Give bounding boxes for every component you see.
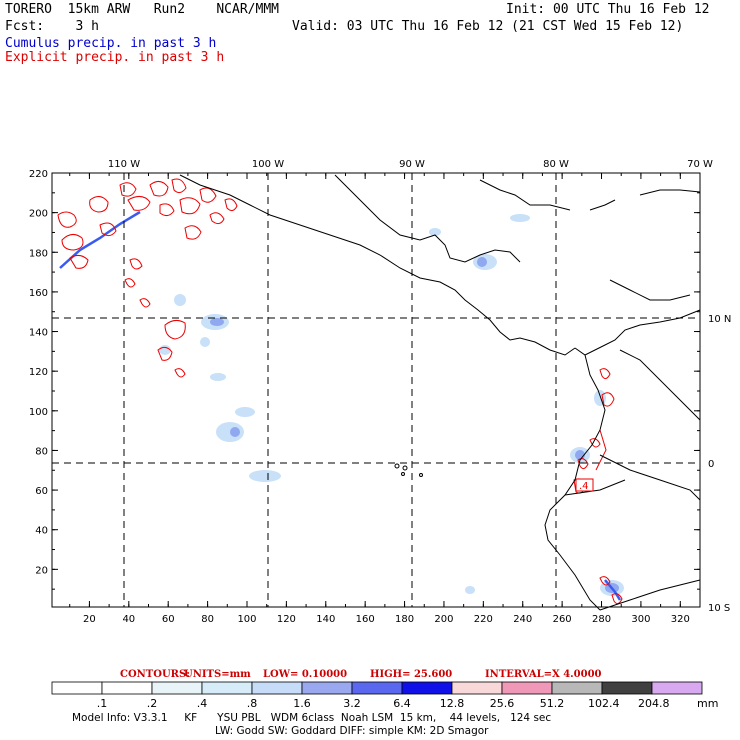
max-value-label: .4 (579, 481, 589, 492)
lon-label: 70 W (687, 159, 713, 170)
cumulus-precip-shading (159, 214, 624, 596)
x-tick-label: 180 (395, 614, 414, 625)
model-info: Model Info: V3.3.1 KF YSU PBL WDM 6class… (72, 712, 552, 724)
legend-swatch (651, 681, 703, 695)
x-tick-label: 100 (237, 614, 256, 625)
legend-unit: mm (697, 697, 719, 710)
legend-swatch (101, 681, 153, 695)
legend-value: 3.2 (343, 697, 361, 710)
y-tick-label: 100 (29, 407, 48, 418)
field-cumulus-title: Cumulus precip. in past 3 h (5, 36, 217, 51)
org-label: NCAR/MMM (216, 2, 279, 17)
run-label: Run2 (153, 2, 186, 17)
init-time: Init: 00 UTC Thu 16 Feb 12 (506, 2, 710, 17)
x-tick-label: 200 (434, 614, 453, 625)
y-tick-label: 40 (35, 526, 48, 537)
legend-value: .2 (146, 697, 158, 710)
fcst-value: 3 h (75, 19, 99, 34)
color-legend (51, 681, 703, 695)
lon-label: 110 W (108, 159, 140, 170)
legend-value: 1.6 (293, 697, 311, 710)
y-tick-label: 20 (35, 565, 48, 576)
lat-label: 0 (708, 459, 714, 470)
cumulus-precip-mid (210, 257, 619, 593)
x-tick-label: 140 (316, 614, 335, 625)
map-frame (51, 172, 701, 608)
x-tick-label: 40 (122, 614, 135, 625)
lon-label: 100 W (252, 159, 284, 170)
legend-value: .8 (246, 697, 258, 710)
x-tick-label: 240 (513, 614, 532, 625)
legend-swatch (601, 681, 653, 695)
legend-value: 25.6 (489, 697, 515, 710)
lat-label: 10 N (708, 314, 731, 325)
fcst-label: Fcst: (5, 19, 45, 34)
legend-swatch (51, 681, 103, 695)
contours-units: UNITS=mm (184, 669, 251, 680)
legend-swatch (251, 681, 303, 695)
contours-high: HIGH= 25.600 (370, 669, 453, 680)
forecast-hour: Fcst: 3 h (5, 20, 99, 34)
model-name: TORERO 15km ARW Run2 NCAR/MMM (5, 3, 279, 17)
resolution-label: 15km ARW (67, 2, 131, 17)
legend-value: 51.2 (539, 697, 565, 710)
y-tick-label: 140 (29, 328, 48, 339)
axis-tick-labels: 20 40 60 80 100 120 140 160 180 200 220 240 260 280 30… (29, 159, 731, 625)
coastlines (179, 174, 701, 611)
legend-swatch (351, 681, 403, 695)
legend-value: 6.4 (393, 697, 411, 710)
model-physics: LW: Godd SW: Goddard DIFF: simple KM: 2D… (215, 725, 489, 737)
legend-swatch (451, 681, 503, 695)
legend-swatch (201, 681, 253, 695)
legend-swatch (551, 681, 603, 695)
latlon-grid (52, 173, 700, 607)
axis-ticks (52, 172, 701, 607)
x-tick-label: 260 (553, 614, 572, 625)
legend-value: 204.8 (638, 697, 670, 710)
legend-value: 12.8 (439, 697, 465, 710)
x-tick-label: 60 (162, 614, 175, 625)
cumulus-precip-dark (59, 210, 622, 601)
lat-label: 10 S (708, 603, 730, 614)
x-tick-label: 120 (277, 614, 296, 625)
contours-interval: INTERVAL=X 4.0000 (485, 669, 602, 680)
y-tick-label: 220 (29, 169, 48, 180)
lon-label: 80 W (543, 159, 569, 170)
explicit-precip-contours (57, 178, 623, 605)
y-tick-label: 80 (35, 446, 48, 457)
x-tick-label: 80 (201, 614, 214, 625)
y-tick-label: 180 (29, 248, 48, 259)
legend-value: .1 (96, 697, 108, 710)
legend-swatch (501, 681, 553, 695)
y-tick-label: 160 (29, 288, 48, 299)
legend-value: 102.4 (588, 697, 620, 710)
x-tick-label: 280 (592, 614, 611, 625)
y-tick-label: 120 (29, 367, 48, 378)
legend-swatch (301, 681, 353, 695)
y-tick-label: 60 (35, 486, 48, 497)
y-tick-label: 200 (29, 209, 48, 220)
x-tick-label: 160 (356, 614, 375, 625)
x-tick-label: 320 (671, 614, 690, 625)
x-tick-label: 20 (83, 614, 96, 625)
legend-value: .4 (196, 697, 208, 710)
contours-low: LOW= 0.10000 (263, 669, 348, 680)
legend-swatch (401, 681, 453, 695)
valid-time: Valid: 03 UTC Thu 16 Feb 12 (21 CST Wed … (292, 19, 684, 34)
legend-swatch (151, 681, 203, 695)
x-tick-label: 300 (631, 614, 650, 625)
x-tick-label: 220 (474, 614, 493, 625)
model-label: TORERO (5, 2, 52, 17)
lon-label: 90 W (399, 159, 425, 170)
field-explicit-title: Explicit precip. in past 3 h (5, 50, 225, 65)
max-value-marker: .4 (575, 478, 594, 492)
contours-title: CONTOURS: (120, 669, 190, 680)
